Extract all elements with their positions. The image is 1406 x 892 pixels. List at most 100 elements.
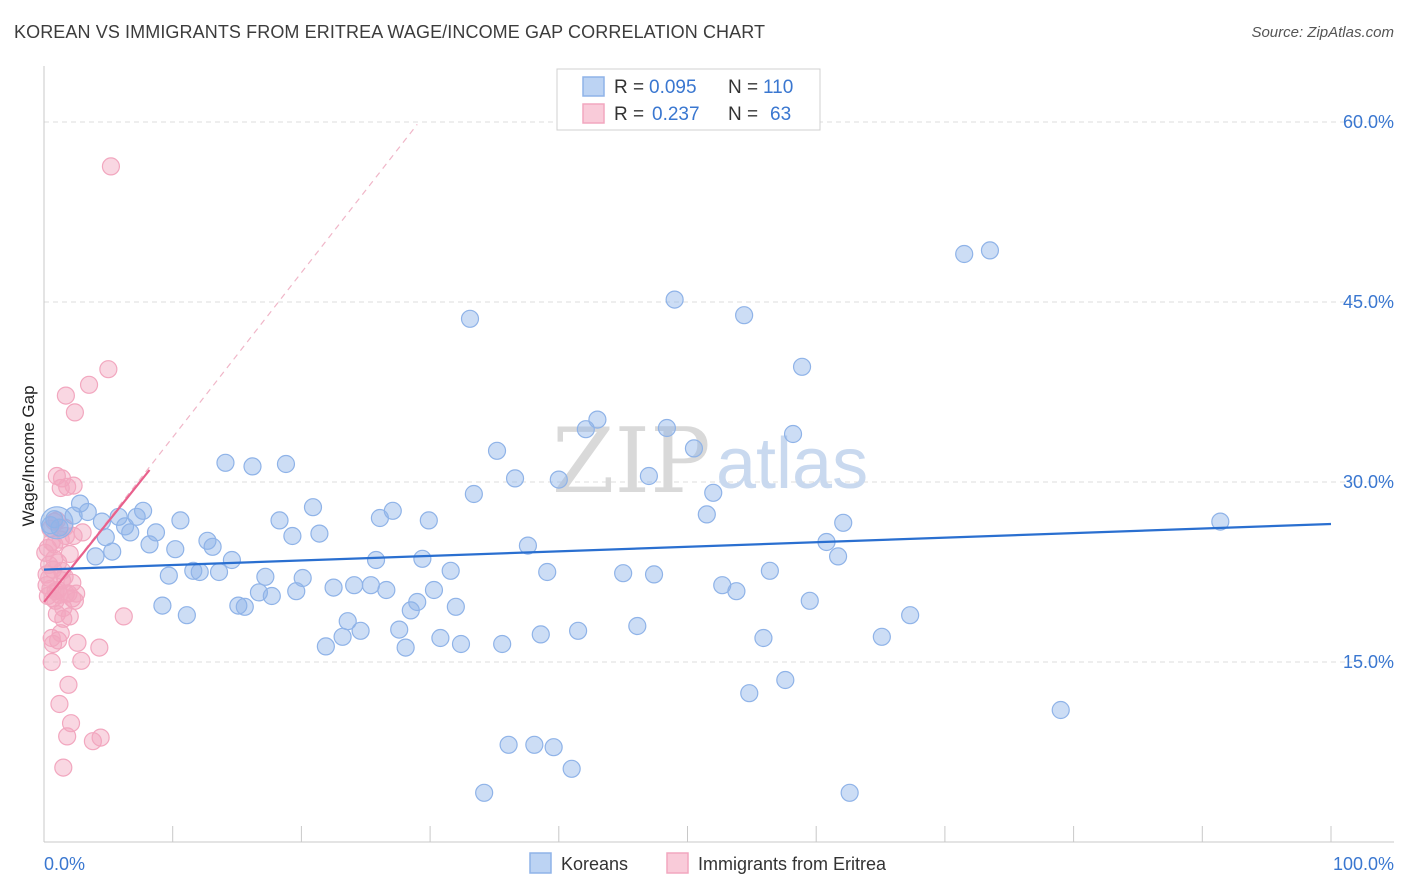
koreans-point [190,562,209,582]
koreans-point [256,567,275,586]
koreans-point [697,505,716,524]
y-axis-title: Wage/Income Gap [19,385,38,526]
koreans-point [562,759,581,778]
koreans-point [270,511,289,530]
grid-lines [44,121,1394,663]
eritrea-point [60,544,79,564]
koreans-point [451,634,471,654]
y-tick-label: 60.0% [1343,112,1394,132]
koreans-point [1211,512,1230,531]
koreans-point [657,418,677,438]
koreans-point [740,684,759,703]
eritrea-trend-extension [43,124,418,603]
koreans-point [283,526,302,546]
koreans-point [1051,700,1070,720]
y-tick-label: 15.0% [1343,652,1394,672]
koreans-point [704,483,723,502]
legend-n-label-eritrea: N = [728,104,758,125]
eritrea-point [65,591,84,610]
eritrea-point [90,638,109,657]
koreans-point [390,620,409,639]
koreans-point [735,306,754,325]
koreans-point [644,565,664,584]
eritrea-point [101,157,121,176]
top-legend: R = 0.095 N = 110 R = 0.237 N = 63 [556,68,821,131]
legend-n-label-koreans: N = [728,77,758,98]
koreans-point [487,441,507,460]
koreans-point [531,625,550,644]
legend-n-value-eritrea: 63 [770,104,791,125]
legend-swatch-koreans [582,76,605,97]
eritrea-point [67,584,86,603]
eritrea-point [64,476,83,495]
koreans-point [901,606,920,625]
koreans-point [413,549,432,568]
koreans-point [549,470,568,489]
eritrea-point [60,607,79,626]
koreans-point [310,524,329,543]
koreans-point [203,537,222,556]
legend-r-label-eritrea: R = [614,104,644,125]
koreans-point [171,511,190,530]
koreans-point [505,469,525,488]
eritrea-point [79,375,99,394]
koreans-point [235,597,254,616]
eritrea-point [63,573,82,592]
koreans-point [345,576,364,595]
koreans-point [460,309,480,328]
koreans-point [262,586,281,606]
koreans-point [333,627,352,646]
koreans-point [153,596,172,615]
y-tick-label: 45.0% [1343,292,1394,312]
bottom-legend-swatch-eritrea [666,852,689,874]
koreans-point [361,576,380,595]
koreans-point [441,561,460,580]
eritrea-point [59,675,78,694]
koreans-point [303,498,323,517]
koreans-point [872,627,891,646]
koreans-point [396,638,415,657]
koreans-point [184,561,203,580]
legend-r-value-koreans: 0.095 [649,77,697,98]
koreans-point [792,357,812,376]
koreans-point [146,523,166,542]
koreans-point [499,735,518,754]
koreans-points [40,241,1230,802]
koreans-point [377,580,396,600]
koreans-point [293,568,312,588]
legend-swatch-eritrea [582,103,605,124]
eritrea-point [58,477,77,496]
koreans-point [229,596,248,615]
koreans-point [431,628,450,648]
eritrea-point [50,694,69,714]
eritrea-point [42,652,61,672]
bottom-legend-swatch-koreans [529,852,552,874]
koreans-point [86,547,105,566]
watermark-atlas: atlas [716,424,868,504]
koreans-point [980,241,1000,260]
koreans-point [383,501,402,520]
koreans-point [324,578,343,597]
koreans-point [955,244,974,264]
x-tick-label-max: 100.0% [1333,854,1394,874]
koreans-point [828,547,848,566]
koreans-point [177,606,196,625]
eritrea-point [51,624,70,643]
bottom-legend-label-eritrea: Immigrants from Eritrea [698,854,887,874]
koreans-point [338,612,357,631]
koreans-point [133,501,153,520]
koreans-point [121,523,140,542]
koreans-point-cluster [40,506,74,540]
eritrea-point [65,403,84,422]
koreans-point [424,580,444,600]
koreans-point [366,550,386,570]
koreans-point [588,410,607,429]
koreans-point [840,783,859,802]
koreans-point [525,735,544,754]
koreans-point [614,564,633,583]
koreans-point [464,484,483,504]
koreans-point [159,566,178,585]
koreans-point [50,518,69,537]
eritrea-point [56,386,75,405]
koreans-point [276,454,296,474]
